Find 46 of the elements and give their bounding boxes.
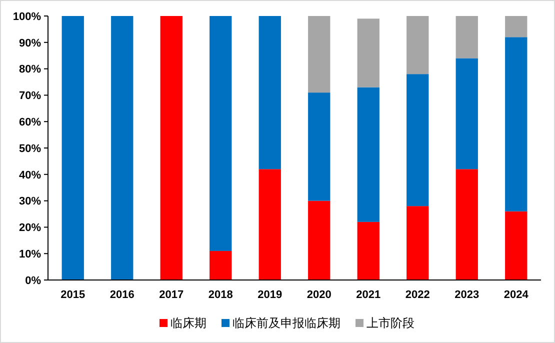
x-tick-label: 2015 <box>60 289 86 301</box>
x-tick-label: 2016 <box>110 289 134 301</box>
bar <box>308 200 330 280</box>
bar <box>505 37 528 212</box>
x-tick-label: 2023 <box>454 289 480 301</box>
y-tick-label: 80% <box>18 64 42 76</box>
bar <box>456 16 478 58</box>
bar <box>308 16 330 93</box>
bar <box>406 74 429 206</box>
x-tick-label: 2019 <box>258 289 282 301</box>
bar <box>406 206 429 280</box>
bar <box>357 222 380 280</box>
y-tick-label: 70% <box>18 90 42 102</box>
bar <box>308 92 330 201</box>
y-tick-label: 40% <box>18 169 42 182</box>
legend-label: 临床前及申报临床期 <box>232 316 340 330</box>
bar <box>210 250 232 280</box>
bar <box>505 16 528 38</box>
legend-label: 临床期 <box>170 316 206 330</box>
y-tick-label: 30% <box>18 196 42 208</box>
legend-label: 上市阶段 <box>366 316 414 330</box>
bar <box>160 16 182 280</box>
x-tick-label: 2021 <box>356 289 381 301</box>
bar <box>258 16 281 170</box>
bar <box>357 18 380 88</box>
y-tick-label: 20% <box>18 222 42 234</box>
bar <box>62 16 84 280</box>
y-tick-label: 60% <box>18 116 42 128</box>
bar <box>210 16 232 251</box>
bar <box>258 169 281 280</box>
y-tick-label: 90% <box>18 37 42 50</box>
bar <box>406 16 429 74</box>
bar <box>505 211 528 280</box>
x-tick-label: 2017 <box>159 289 184 301</box>
x-tick-label: 2018 <box>208 289 233 301</box>
x-tick-label: 2024 <box>504 289 530 301</box>
bar <box>111 16 134 280</box>
x-tick-label: 2022 <box>405 289 430 301</box>
bar <box>456 58 478 170</box>
y-tick-label: 50% <box>18 142 42 155</box>
bar <box>456 169 478 280</box>
x-tick-label: 2020 <box>306 289 332 301</box>
y-tick-label: 10% <box>18 248 42 260</box>
y-tick-label: 0% <box>25 274 42 287</box>
bar <box>357 87 380 222</box>
y-tick-label: 100% <box>12 10 42 23</box>
